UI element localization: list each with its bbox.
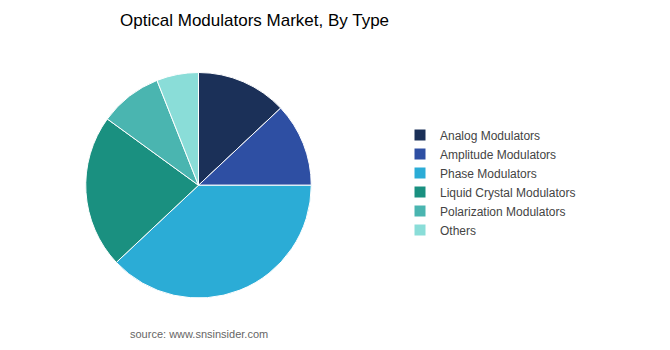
svg-text:Optical Modulators Market, By: Optical Modulators Market, By Type: [120, 11, 389, 30]
svg-text:Polarization Modulators: Polarization Modulators: [440, 205, 565, 219]
svg-text:Amplitude Modulators: Amplitude Modulators: [440, 148, 556, 162]
svg-text:Others: Others: [440, 224, 476, 238]
svg-text:source: www.snsinsider.com: source: www.snsinsider.com: [130, 328, 268, 340]
svg-text:Phase Modulators: Phase Modulators: [440, 167, 537, 181]
svg-text:Analog Modulators: Analog Modulators: [440, 129, 540, 143]
svg-text:Liquid Crystal Modulators: Liquid Crystal Modulators: [440, 186, 575, 200]
